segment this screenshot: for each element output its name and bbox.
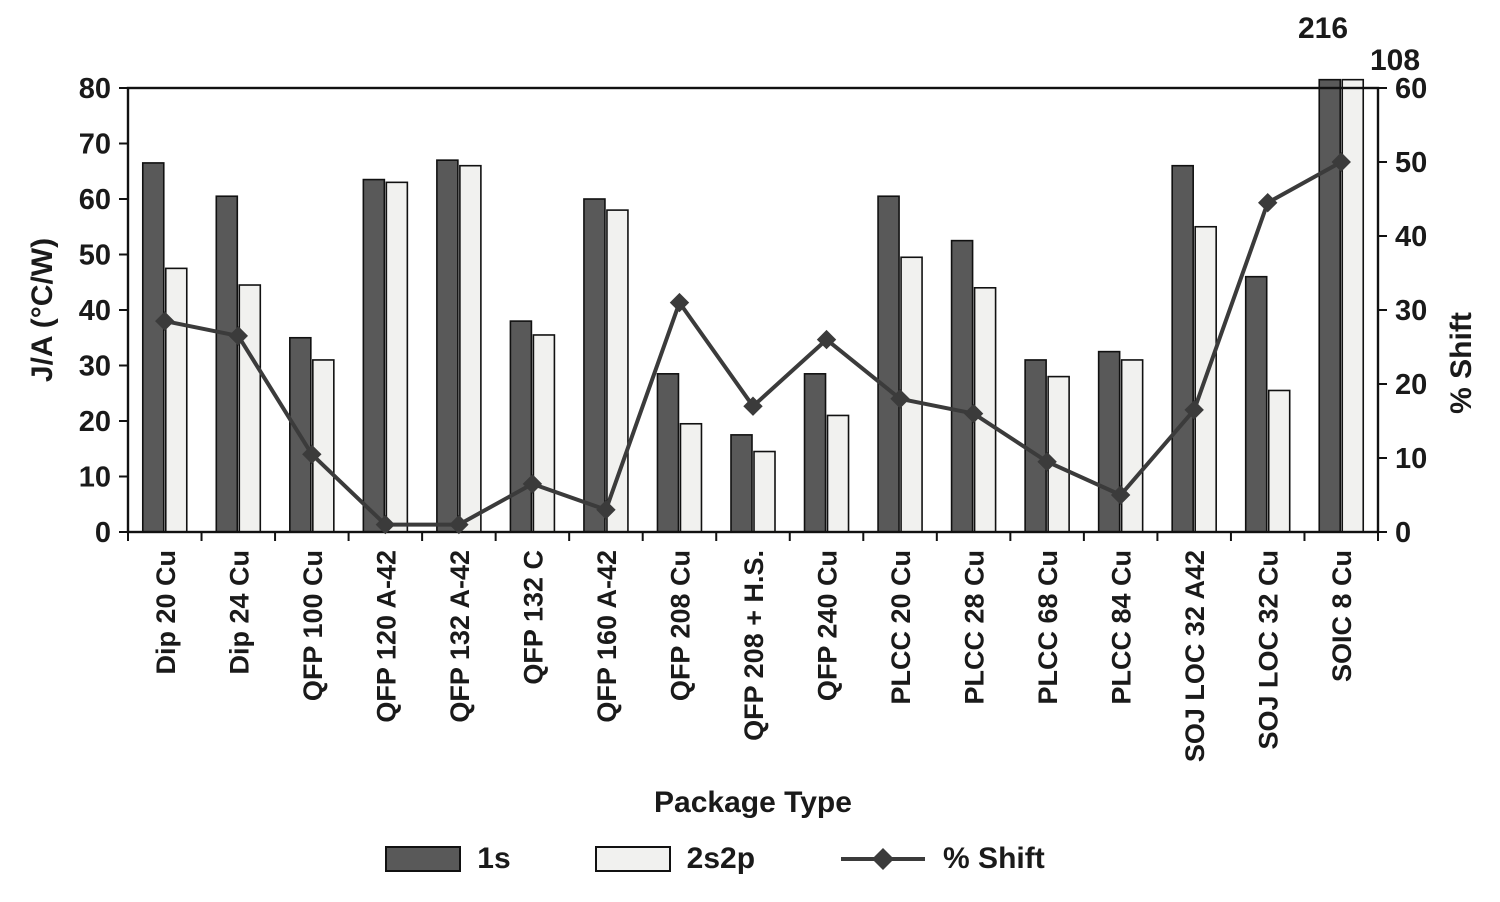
bar-1s-13 <box>1097 350 1121 533</box>
bar-2s2p-13 <box>1120 359 1144 533</box>
category-label-9: QFP 240 Cu <box>813 550 843 701</box>
y-right-tick-label: 20 <box>1395 369 1427 401</box>
y-left-tick-label: 60 <box>79 184 111 216</box>
category-label-7: QFP 208 Cu <box>665 550 695 701</box>
percent-shift-marker-1 <box>228 326 249 346</box>
legend-swatch-2s2p-bar <box>594 846 671 872</box>
percent-shift-marker-0 <box>155 311 175 331</box>
y-left-tick-label: 40 <box>79 295 111 327</box>
bar-2s2p-16 <box>1341 78 1365 533</box>
y-right-tick-label: 30 <box>1395 295 1427 327</box>
legend-label-2s2p: 2s2p <box>686 842 756 875</box>
percent-shift-marker-3 <box>375 514 396 535</box>
y-right-tick-label: 10 <box>1395 443 1427 475</box>
bar-2s2p-15 <box>1267 389 1291 533</box>
bar-1s-14 <box>1171 164 1194 533</box>
category-label-12: PLCC 68 Cu <box>1033 550 1063 705</box>
bar-1s-5 <box>509 320 533 533</box>
legend-item-2s2p: 2s2p <box>594 842 756 876</box>
percent-shift-marker-2 <box>302 444 322 465</box>
category-label-8: QFP 208 + H.S. <box>739 550 769 741</box>
bar-2s2p-6 <box>606 209 629 533</box>
bar-1s-15 <box>1244 275 1268 533</box>
bar-1s-4 <box>436 159 459 533</box>
bar-1s-7 <box>656 373 680 533</box>
percent-shift-marker-10 <box>890 389 910 409</box>
bar-1s-9 <box>803 373 827 533</box>
bar-2s2p-5 <box>532 334 556 533</box>
y-right-tick-label: 0 <box>1395 517 1411 549</box>
category-label-16: SOIC 8 Cu <box>1327 550 1357 682</box>
legend: 1s 2s2p % Shift <box>0 842 1430 876</box>
category-label-10: PLCC 20 Cu <box>886 550 916 705</box>
bar-1s-1 <box>215 195 239 533</box>
legend-item-shift: % Shift <box>839 842 1045 876</box>
bar-1s-3 <box>362 178 386 533</box>
percent-shift-marker-16 <box>1331 152 1351 172</box>
legend-label-1s: 1s <box>477 842 511 875</box>
category-label-13: PLCC 84 Cu <box>1107 550 1137 705</box>
percent-shift-line <box>164 160 1343 527</box>
y-axis-title-right: % Shift <box>1445 312 1478 414</box>
y-left-tick-label: 80 <box>79 73 111 105</box>
annotation-108: 108 <box>1369 44 1421 77</box>
legend-item-1s: 1s <box>385 842 511 876</box>
category-label-14: SOJ LOC 32 A42 <box>1180 550 1210 762</box>
y-left-tick-label: 20 <box>79 406 111 438</box>
percent-shift-marker-7 <box>669 292 690 313</box>
category-label-11: PLCC 28 Cu <box>960 550 990 705</box>
bar-2s2p-9 <box>826 414 850 533</box>
bar-1s-6 <box>583 198 606 533</box>
x-axis-title: Package Type <box>654 786 852 819</box>
percent-shift-marker-6 <box>596 500 616 520</box>
y-right-tick-label: 40 <box>1395 221 1427 253</box>
category-label-6: QFP 160 A-42 <box>592 550 622 723</box>
y-left-tick-label: 50 <box>79 240 111 272</box>
y-left-tick-label: 70 <box>79 129 111 161</box>
legend-label-shift: % Shift <box>943 842 1045 875</box>
percent-shift-marker-9 <box>816 329 837 350</box>
y-left-tick-label: 10 <box>79 462 111 494</box>
annotation-216: 216 <box>1297 12 1349 45</box>
y-left-tick-label: 0 <box>95 517 111 549</box>
y-right-tick-label: 60 <box>1395 73 1427 105</box>
percent-shift-marker-5 <box>522 474 543 494</box>
y-left-tick-label: 30 <box>79 351 111 383</box>
bar-2s2p-7 <box>679 422 703 533</box>
category-label-5: QFP 132 C <box>518 550 548 685</box>
bar-2s2p-2 <box>312 359 335 533</box>
percent-shift-marker-15 <box>1258 192 1278 213</box>
bar-2s2p-4 <box>459 164 482 533</box>
bar-1s-8 <box>730 434 753 533</box>
percent-shift-marker-11 <box>963 403 984 424</box>
percent-shift-marker-13 <box>1110 485 1131 505</box>
category-label-3: QFP 120 A-42 <box>371 550 401 723</box>
percent-shift-marker-4 <box>449 514 469 535</box>
percent-shift-marker-14 <box>1184 400 1204 420</box>
bar-2s2p-0 <box>164 267 188 533</box>
y-right-tick-label: 50 <box>1395 147 1427 179</box>
y-axis-title-left: J/A (°C/W) <box>26 237 59 383</box>
category-label-0: Dip 20 Cu <box>151 550 181 675</box>
bar-1s-16 <box>1318 78 1342 533</box>
bar-2s2p-3 <box>385 181 409 533</box>
percent-shift-marker-12 <box>1037 451 1057 472</box>
bar-1s-0 <box>141 162 165 533</box>
bar-2s2p-12 <box>1047 375 1070 533</box>
category-label-4: QFP 132 A-42 <box>445 550 475 723</box>
legend-swatch-shift-line <box>841 848 926 870</box>
bar-2s2p-8 <box>753 450 776 533</box>
category-label-2: QFP 100 Cu <box>298 550 328 701</box>
category-label-1: Dip 24 Cu <box>224 550 254 675</box>
bar-1s-10 <box>877 195 900 533</box>
percent-shift-marker-8 <box>743 396 763 416</box>
bar-2s2p-1 <box>238 284 262 533</box>
category-label-15: SOJ LOC 32 Cu <box>1254 550 1284 750</box>
bar-1s-11 <box>950 239 974 533</box>
legend-swatch-1s-bar <box>385 846 462 872</box>
bar-1s-12 <box>1024 359 1047 533</box>
